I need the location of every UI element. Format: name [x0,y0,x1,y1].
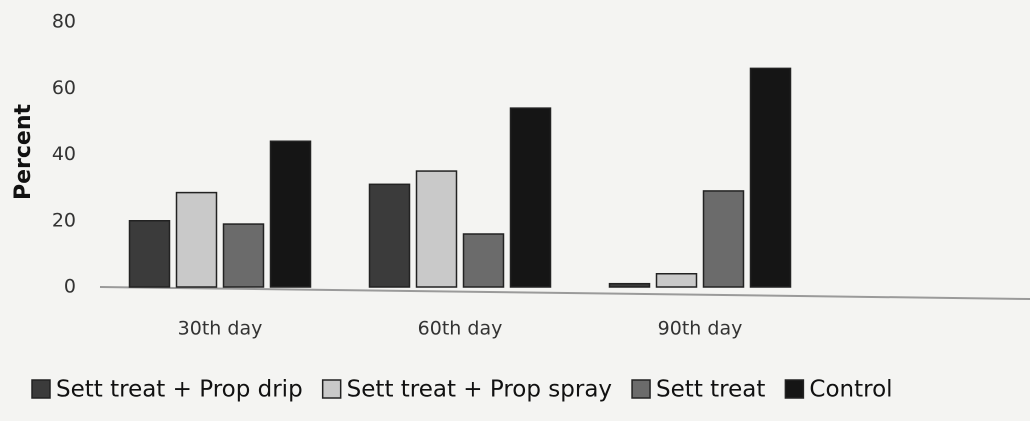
y-tick-label: 60 [52,77,76,99]
bar [368,183,411,288]
legend-swatch [31,379,51,399]
legend-label: Control [809,377,892,403]
y-tick-label: 0 [64,276,76,298]
bar [462,233,505,288]
bar [702,190,745,288]
x-tick-label: 30th day [178,318,263,340]
y-tick-label: 40 [52,143,76,165]
y-tick-label: 80 [52,11,76,33]
bar [749,67,792,288]
bar [415,170,458,288]
x-tick-label: 90th day [658,318,743,340]
x-axis-line [99,286,1030,300]
bar [655,273,698,288]
bar [222,223,265,288]
legend-swatch [784,379,805,399]
legend-label: Sett treat + Prop spray [347,377,612,403]
x-tick-label: 60th day [418,318,503,340]
legend-swatch [321,379,342,399]
bar [509,107,552,288]
legend-label: Sett treat [656,377,765,403]
y-tick-label: 20 [52,209,76,231]
bar [175,191,218,288]
y-axis-label: Percent [11,104,36,201]
bar [128,220,171,288]
bar [269,140,312,288]
bar [608,282,651,288]
legend-swatch [631,379,651,399]
legend-label: Sett treat + Prop drip [56,377,303,403]
